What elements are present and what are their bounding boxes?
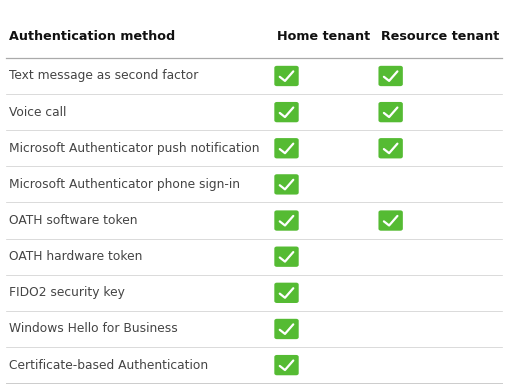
FancyBboxPatch shape — [274, 319, 299, 339]
Text: Home tenant: Home tenant — [277, 30, 370, 43]
Text: Authentication method: Authentication method — [9, 30, 175, 43]
Text: Microsoft Authenticator phone sign-in: Microsoft Authenticator phone sign-in — [9, 178, 240, 191]
FancyBboxPatch shape — [274, 210, 299, 231]
Text: OATH software token: OATH software token — [9, 214, 138, 227]
FancyBboxPatch shape — [378, 138, 403, 158]
FancyBboxPatch shape — [274, 355, 299, 375]
FancyBboxPatch shape — [378, 66, 403, 86]
FancyBboxPatch shape — [274, 138, 299, 158]
FancyBboxPatch shape — [274, 283, 299, 303]
Text: Resource tenant: Resource tenant — [381, 30, 499, 43]
FancyBboxPatch shape — [274, 246, 299, 267]
Text: Windows Hello for Business: Windows Hello for Business — [9, 323, 178, 335]
FancyBboxPatch shape — [378, 210, 403, 231]
FancyBboxPatch shape — [274, 174, 299, 195]
Text: Voice call: Voice call — [9, 106, 67, 118]
Text: Certificate-based Authentication: Certificate-based Authentication — [9, 359, 208, 371]
Text: Microsoft Authenticator push notification: Microsoft Authenticator push notificatio… — [9, 142, 260, 155]
FancyBboxPatch shape — [274, 102, 299, 122]
Text: Text message as second factor: Text message as second factor — [9, 70, 199, 83]
Text: OATH hardware token: OATH hardware token — [9, 250, 143, 263]
Text: FIDO2 security key: FIDO2 security key — [9, 286, 125, 300]
FancyBboxPatch shape — [274, 66, 299, 86]
FancyBboxPatch shape — [378, 102, 403, 122]
